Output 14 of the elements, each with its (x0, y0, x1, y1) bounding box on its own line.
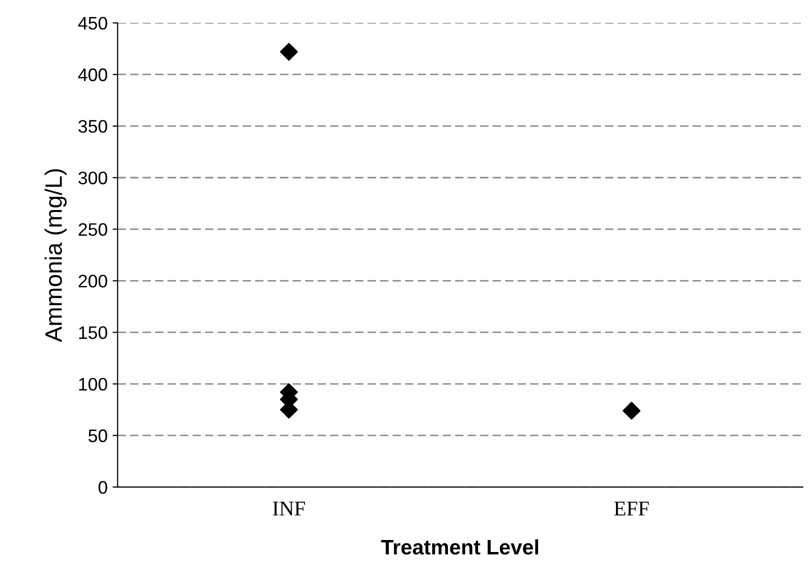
y-tick-label: 100 (79, 378, 108, 391)
y-tick-label: 200 (78, 274, 108, 288)
y-tick-label: 50 (88, 429, 108, 442)
x-axis-title: Treatment Level (381, 539, 538, 555)
y-tick-label: 400 (78, 68, 108, 82)
y-axis-title: Ammonia (mg/L) (44, 169, 67, 342)
x-tick-label: INF (272, 502, 305, 516)
y-tick-label: 0 (98, 480, 108, 494)
y-tick-label: 250 (78, 223, 108, 236)
y-tick-label: 450 (78, 16, 108, 30)
y-tick-label: 300 (78, 172, 108, 184)
y-tick-label: 350 (78, 120, 108, 133)
x-tick-label: EFF (614, 502, 649, 516)
y-tick-label: 150 (79, 326, 108, 340)
